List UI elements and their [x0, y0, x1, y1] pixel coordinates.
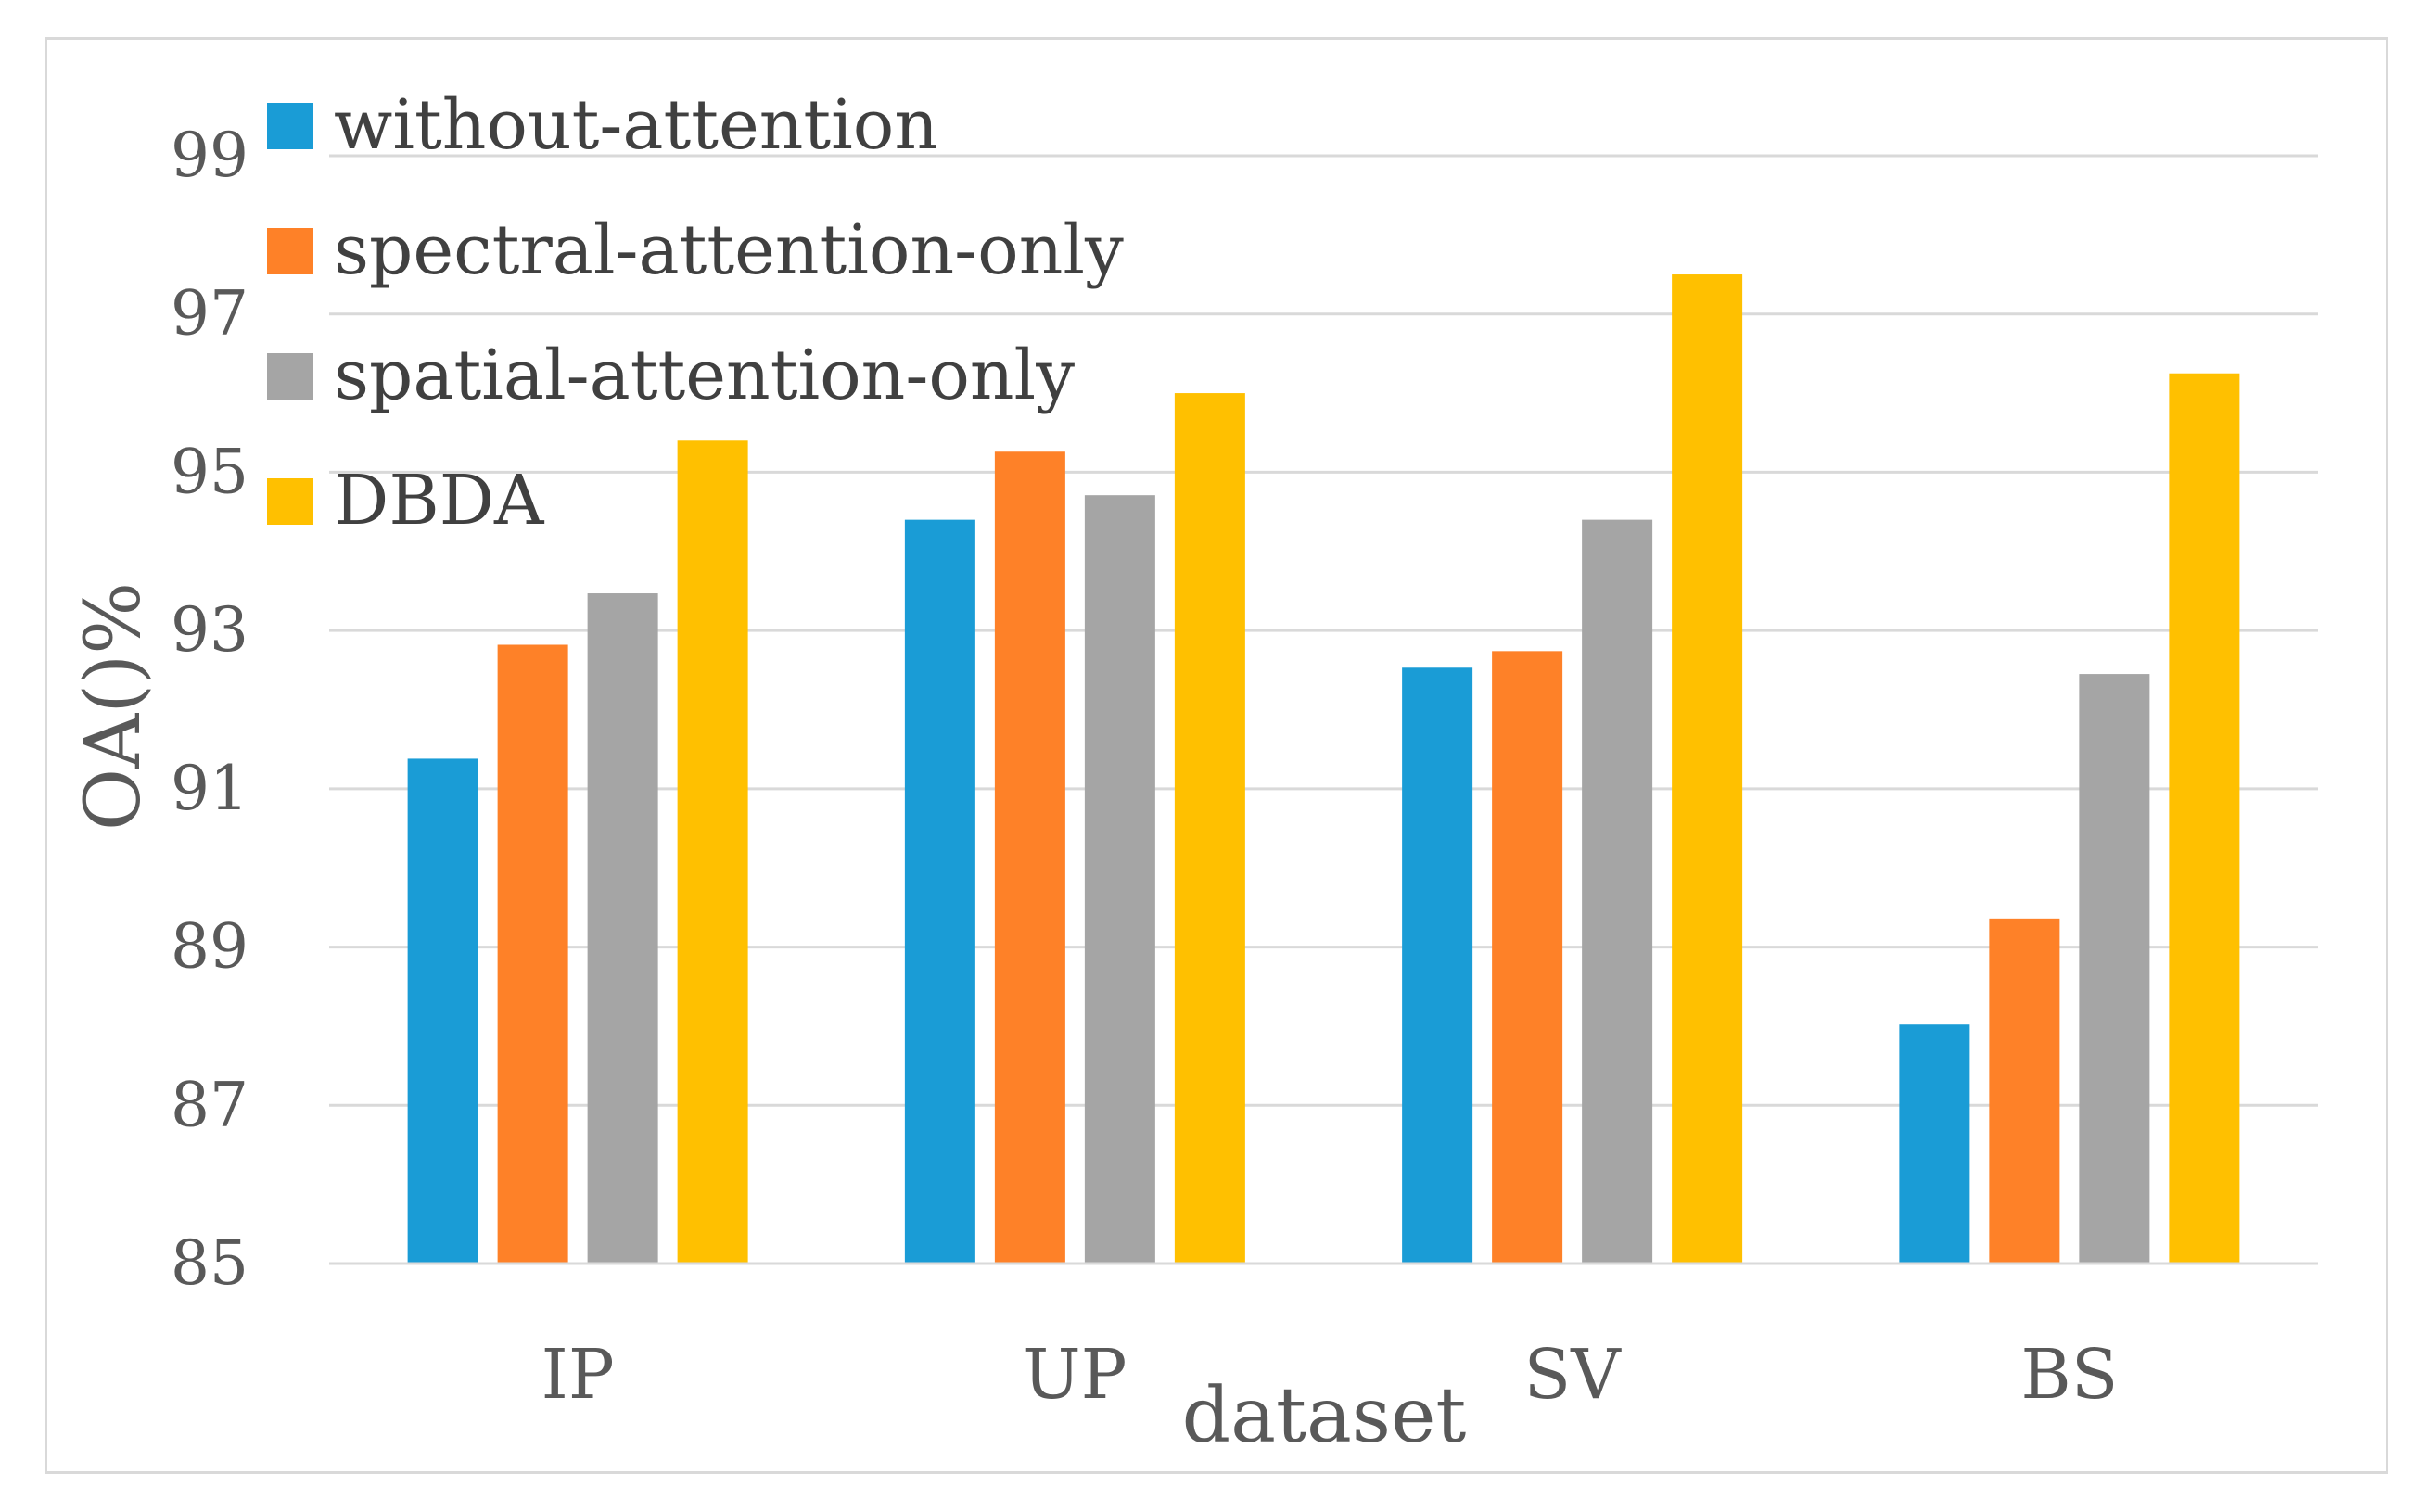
bar-SV-without-attention: [1402, 667, 1473, 1264]
bar-IP-spatial-attention-only: [587, 593, 658, 1264]
legend-label: spectral-attention-only: [334, 210, 1124, 290]
legend-label: DBDA: [334, 461, 545, 540]
bar-UP-without-attention: [904, 519, 975, 1264]
bar-SV-spectral-attention-only: [1492, 651, 1563, 1264]
x-tick-label: SV: [1524, 1335, 1623, 1415]
y-tick-label: 93: [171, 594, 248, 666]
x-axis-ticks: IP UP SV BS: [541, 1335, 2119, 1415]
bar-IP-DBDA: [677, 440, 748, 1264]
y-tick-label: 85: [171, 1227, 248, 1299]
x-tick-label: IP: [541, 1335, 615, 1415]
y-tick-label: 89: [171, 911, 248, 983]
gridlines: [329, 154, 2318, 1107]
legend-swatch: [267, 103, 313, 149]
bar-UP-spectral-attention-only: [994, 451, 1065, 1264]
legend: without-attention spectral-attention-only…: [267, 85, 1124, 540]
bar-UP-spatial-attention-only: [1084, 495, 1155, 1264]
x-axis-title: dataset: [1182, 1372, 1467, 1460]
legend-label: spatial-attention-only: [334, 336, 1075, 415]
bar-UP-DBDA: [1174, 393, 1245, 1264]
bar-BS-spatial-attention-only: [2079, 674, 2150, 1264]
y-tick-label: 97: [171, 278, 248, 349]
bar-BS-spectral-attention-only: [1989, 918, 2060, 1264]
y-axis-title: OA()%: [70, 582, 158, 831]
legend-label: without-attention: [334, 85, 938, 165]
y-tick-label: 99: [171, 120, 248, 191]
bars: [407, 274, 2240, 1264]
bar-BS-without-attention: [1899, 1024, 1970, 1264]
bar-BS-DBDA: [2169, 373, 2240, 1264]
bar-IP-spectral-attention-only: [497, 644, 568, 1264]
x-tick-label: UP: [1023, 1335, 1127, 1415]
bar-SV-DBDA: [1672, 274, 1743, 1264]
bar-SV-spatial-attention-only: [1582, 519, 1653, 1264]
legend-swatch: [267, 228, 313, 274]
legend-swatch: [267, 478, 313, 525]
y-tick-label: 87: [171, 1069, 248, 1140]
x-tick-label: BS: [2020, 1335, 2118, 1415]
y-axis-ticks: 85 87 89 91 93 95 97 99: [171, 120, 248, 1299]
legend-swatch: [267, 353, 313, 400]
y-tick-label: 91: [171, 753, 248, 824]
bar-IP-without-attention: [407, 758, 478, 1264]
y-tick-label: 95: [171, 436, 248, 507]
